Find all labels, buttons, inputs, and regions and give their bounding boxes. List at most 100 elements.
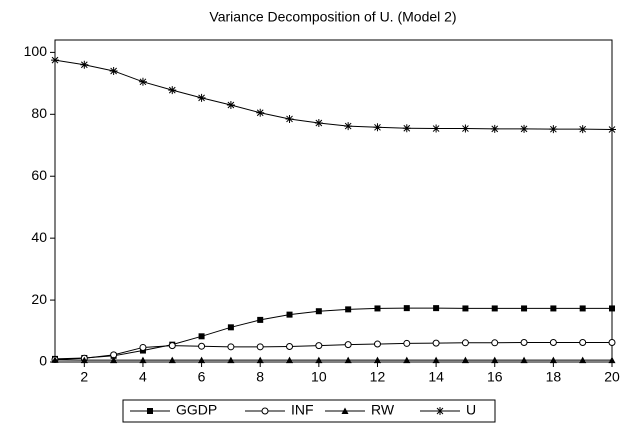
marker bbox=[256, 108, 265, 117]
marker bbox=[344, 356, 352, 364]
marker bbox=[491, 339, 499, 347]
x-tick-label: 8 bbox=[256, 369, 264, 385]
y-tick-label: 80 bbox=[31, 105, 47, 121]
marker bbox=[197, 93, 206, 102]
marker bbox=[461, 356, 469, 364]
marker bbox=[344, 122, 353, 131]
marker bbox=[490, 124, 499, 133]
x-tick-label: 12 bbox=[370, 369, 386, 385]
marker bbox=[198, 333, 205, 340]
marker bbox=[578, 125, 587, 134]
y-tick-label: 60 bbox=[31, 167, 47, 183]
legend-label: U bbox=[466, 402, 476, 418]
marker bbox=[491, 305, 498, 312]
legend-label: RW bbox=[371, 402, 395, 418]
marker bbox=[168, 86, 177, 95]
chart-title: Variance Decomposition of U. (Model 2) bbox=[209, 9, 456, 25]
marker bbox=[403, 305, 410, 312]
marker bbox=[549, 356, 557, 364]
marker bbox=[402, 124, 411, 133]
marker bbox=[139, 343, 147, 351]
marker bbox=[315, 342, 323, 350]
marker bbox=[403, 339, 411, 347]
marker bbox=[261, 407, 269, 415]
series-line bbox=[54, 341, 612, 361]
marker bbox=[345, 306, 352, 313]
x-tick-label: 14 bbox=[428, 369, 444, 385]
marker bbox=[550, 305, 557, 312]
legend-label: INF bbox=[291, 402, 314, 418]
marker bbox=[256, 356, 264, 364]
marker bbox=[147, 408, 153, 414]
marker bbox=[285, 114, 294, 123]
marker bbox=[520, 356, 528, 364]
x-tick-label: 2 bbox=[80, 369, 88, 385]
y-tick-label: 0 bbox=[39, 353, 47, 369]
marker bbox=[373, 123, 382, 132]
marker bbox=[227, 324, 234, 331]
marker bbox=[286, 311, 293, 318]
marker bbox=[462, 305, 469, 312]
marker bbox=[579, 338, 587, 346]
x-tick-label: 18 bbox=[546, 369, 562, 385]
marker bbox=[256, 343, 264, 351]
marker bbox=[549, 125, 558, 134]
marker bbox=[608, 338, 616, 346]
marker bbox=[373, 340, 381, 348]
marker bbox=[608, 356, 616, 364]
x-tick-label: 20 bbox=[604, 369, 620, 385]
marker bbox=[344, 341, 352, 349]
marker bbox=[608, 125, 616, 134]
marker bbox=[138, 77, 147, 86]
marker bbox=[374, 305, 381, 312]
marker bbox=[168, 356, 176, 364]
y-tick-label: 40 bbox=[31, 229, 47, 245]
marker bbox=[341, 407, 349, 414]
x-tick-label: 16 bbox=[487, 369, 503, 385]
marker bbox=[520, 124, 529, 133]
series-line bbox=[54, 307, 612, 360]
marker bbox=[80, 60, 89, 69]
marker bbox=[579, 356, 587, 364]
legend-label: GGDP bbox=[176, 402, 217, 418]
x-tick-label: 10 bbox=[311, 369, 327, 385]
marker bbox=[315, 356, 323, 364]
plot-frame bbox=[54, 39, 613, 363]
marker bbox=[198, 342, 206, 350]
marker bbox=[227, 343, 235, 351]
marker bbox=[521, 305, 528, 312]
marker bbox=[198, 356, 206, 364]
marker bbox=[286, 356, 294, 364]
x-tick-label: 4 bbox=[139, 369, 147, 385]
marker bbox=[139, 356, 147, 364]
marker bbox=[110, 356, 118, 364]
x-tick-label: 6 bbox=[198, 369, 206, 385]
marker bbox=[432, 124, 441, 133]
marker bbox=[80, 356, 88, 364]
marker bbox=[227, 356, 235, 364]
series-line bbox=[54, 59, 613, 130]
marker bbox=[549, 338, 557, 346]
marker bbox=[436, 407, 444, 415]
legend-box bbox=[122, 399, 496, 423]
marker bbox=[168, 342, 176, 350]
marker bbox=[432, 356, 440, 364]
marker bbox=[51, 56, 59, 65]
marker bbox=[315, 308, 322, 315]
marker bbox=[373, 356, 381, 364]
marker bbox=[461, 124, 470, 133]
marker bbox=[491, 356, 499, 364]
y-tick-label: 100 bbox=[24, 43, 48, 59]
marker bbox=[314, 118, 323, 127]
marker bbox=[432, 339, 440, 347]
marker bbox=[520, 338, 528, 346]
marker bbox=[461, 339, 469, 347]
y-tick-label: 20 bbox=[31, 291, 47, 307]
marker bbox=[609, 305, 615, 312]
marker bbox=[51, 356, 59, 363]
marker bbox=[403, 356, 411, 364]
marker bbox=[579, 305, 586, 312]
marker bbox=[226, 101, 235, 110]
marker bbox=[433, 305, 440, 312]
